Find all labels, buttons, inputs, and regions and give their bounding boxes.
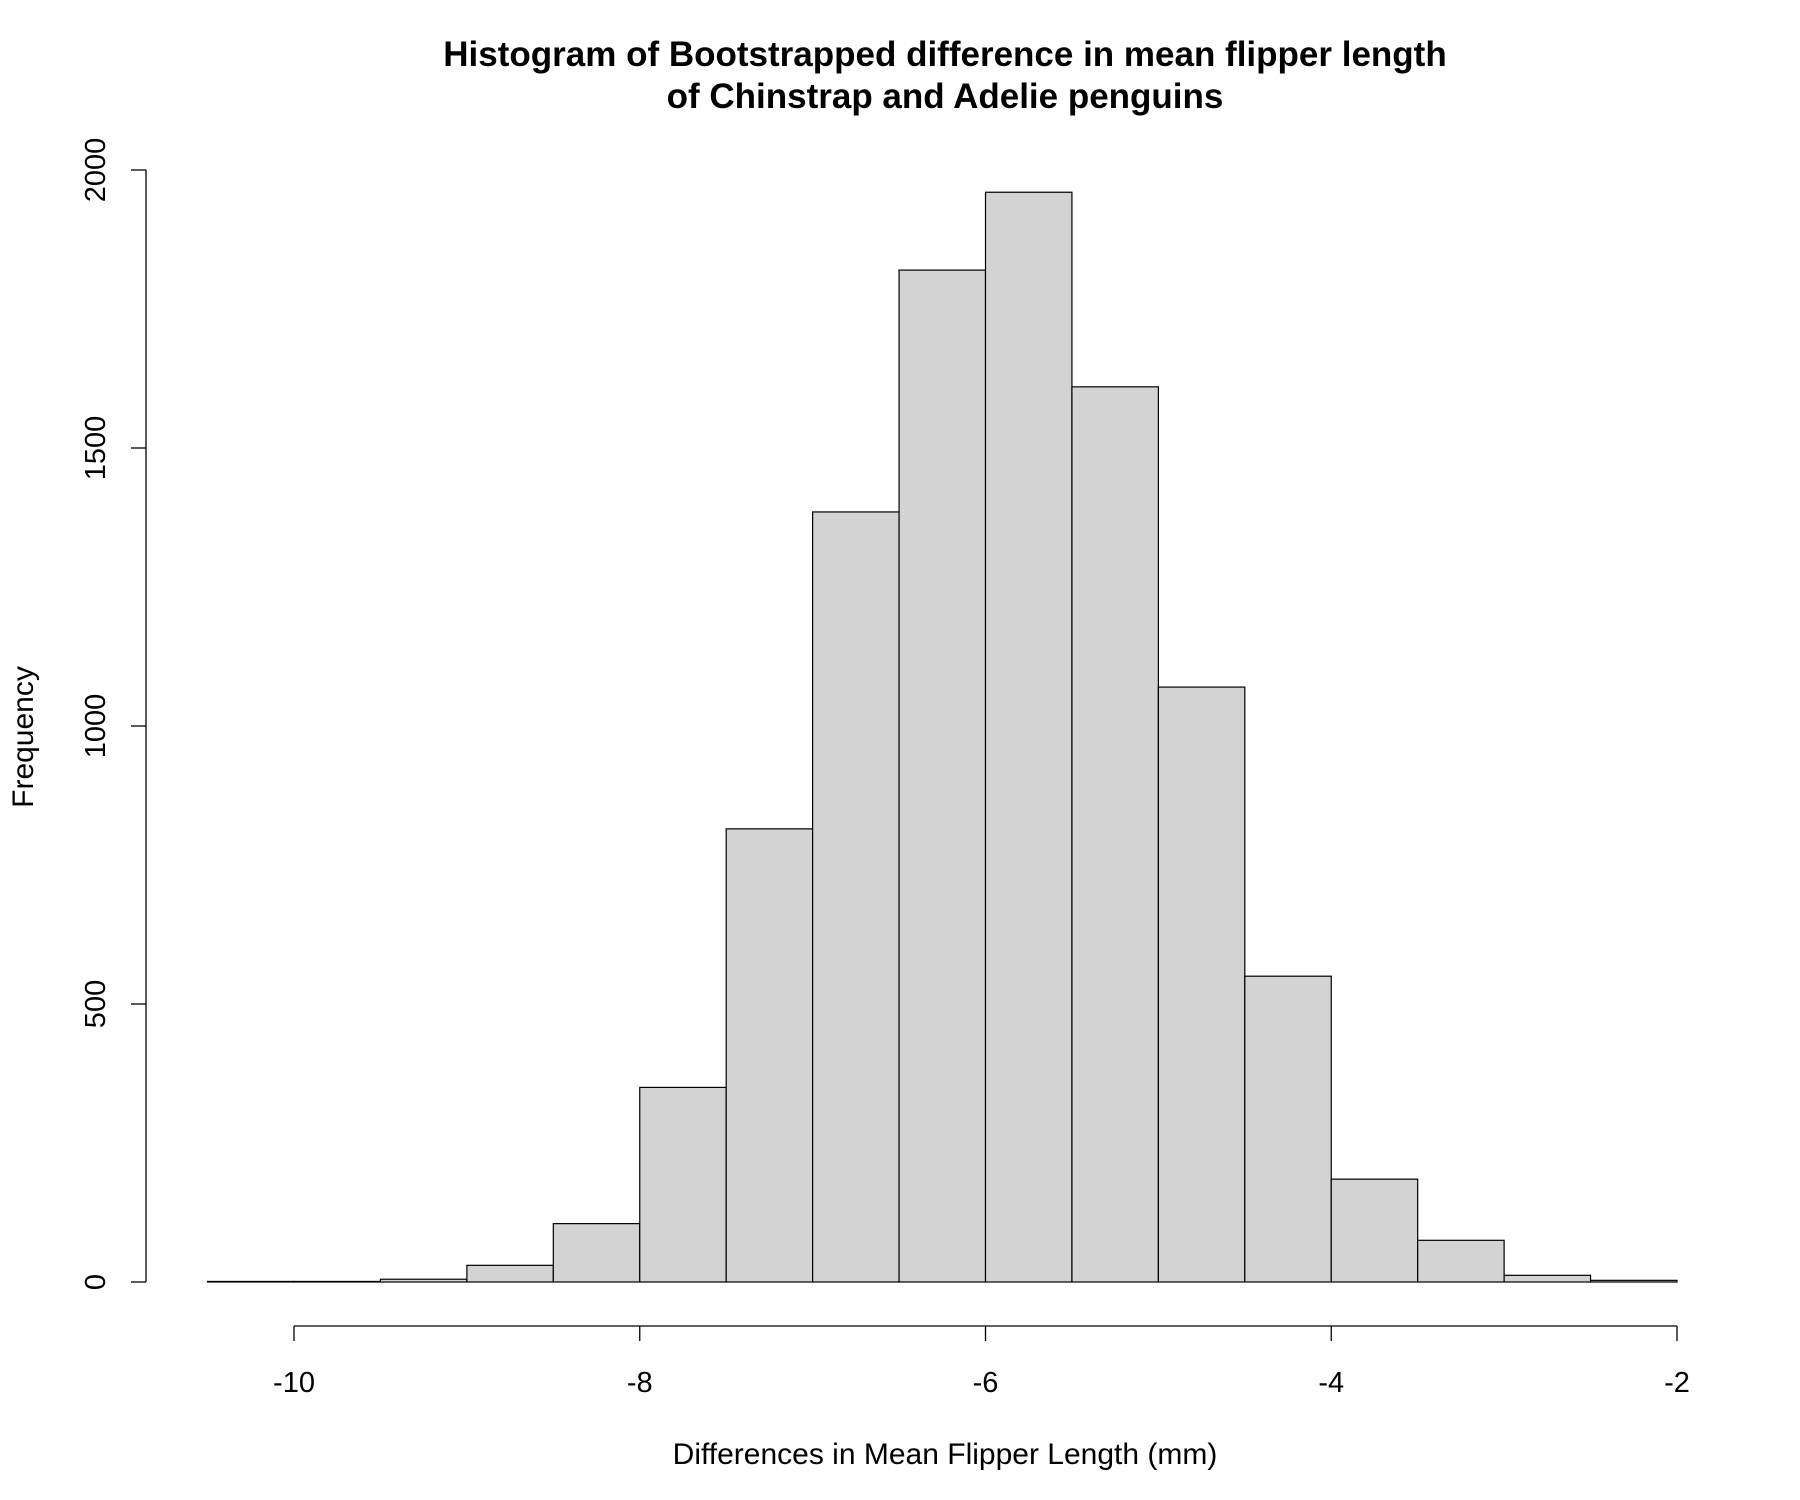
histogram-bar: [1330, 1178, 1419, 1283]
x-axis-label: Differences in Mean Flipper Length (mm): [673, 1438, 1218, 1471]
histogram-bar: [898, 269, 987, 1283]
y-tick-label: 2000: [80, 138, 112, 203]
histogram-bar: [1589, 1279, 1678, 1283]
y-axis-ticks: 0 500 1000 1500 2000: [80, 138, 146, 1290]
x-tick-label: -8: [627, 1367, 653, 1399]
y-tick-label: 0: [80, 1274, 112, 1290]
histogram-bar: [984, 191, 1073, 1283]
y-tick-label: 1000: [80, 694, 112, 759]
histogram-bar: [379, 1278, 468, 1283]
histogram-bar: [1417, 1239, 1505, 1283]
histogram-bar: [1244, 975, 1332, 1283]
x-tick-label: -2: [1664, 1367, 1690, 1399]
x-tick-label: -4: [1318, 1367, 1344, 1399]
histogram-bar: [725, 828, 814, 1283]
histogram-bar: [466, 1264, 554, 1283]
y-axis-label: Frequency: [7, 666, 40, 808]
histogram-bar: [1503, 1274, 1592, 1283]
y-tick-label: 500: [80, 980, 112, 1028]
histogram-bar: [812, 511, 900, 1283]
histogram-bar: [206, 1280, 295, 1283]
chart-title-line-2: of Chinstrap and Adelie penguins: [667, 77, 1224, 116]
x-axis-ticks: -10 -8 -6 -4 -2: [273, 1326, 1690, 1399]
histogram-bar: [293, 1280, 382, 1283]
histogram-bar: [639, 1086, 727, 1283]
y-tick-label: 1500: [80, 416, 112, 481]
x-tick-label: -10: [273, 1367, 315, 1399]
histogram-bar: [1157, 686, 1246, 1283]
x-tick-label: -6: [973, 1367, 999, 1399]
histogram-bars: [206, 191, 1678, 1283]
histogram-bar: [552, 1223, 641, 1283]
histogram-bar: [1071, 386, 1159, 1283]
chart-title-line-1: Histogram of Bootstrapped difference in …: [443, 35, 1446, 74]
